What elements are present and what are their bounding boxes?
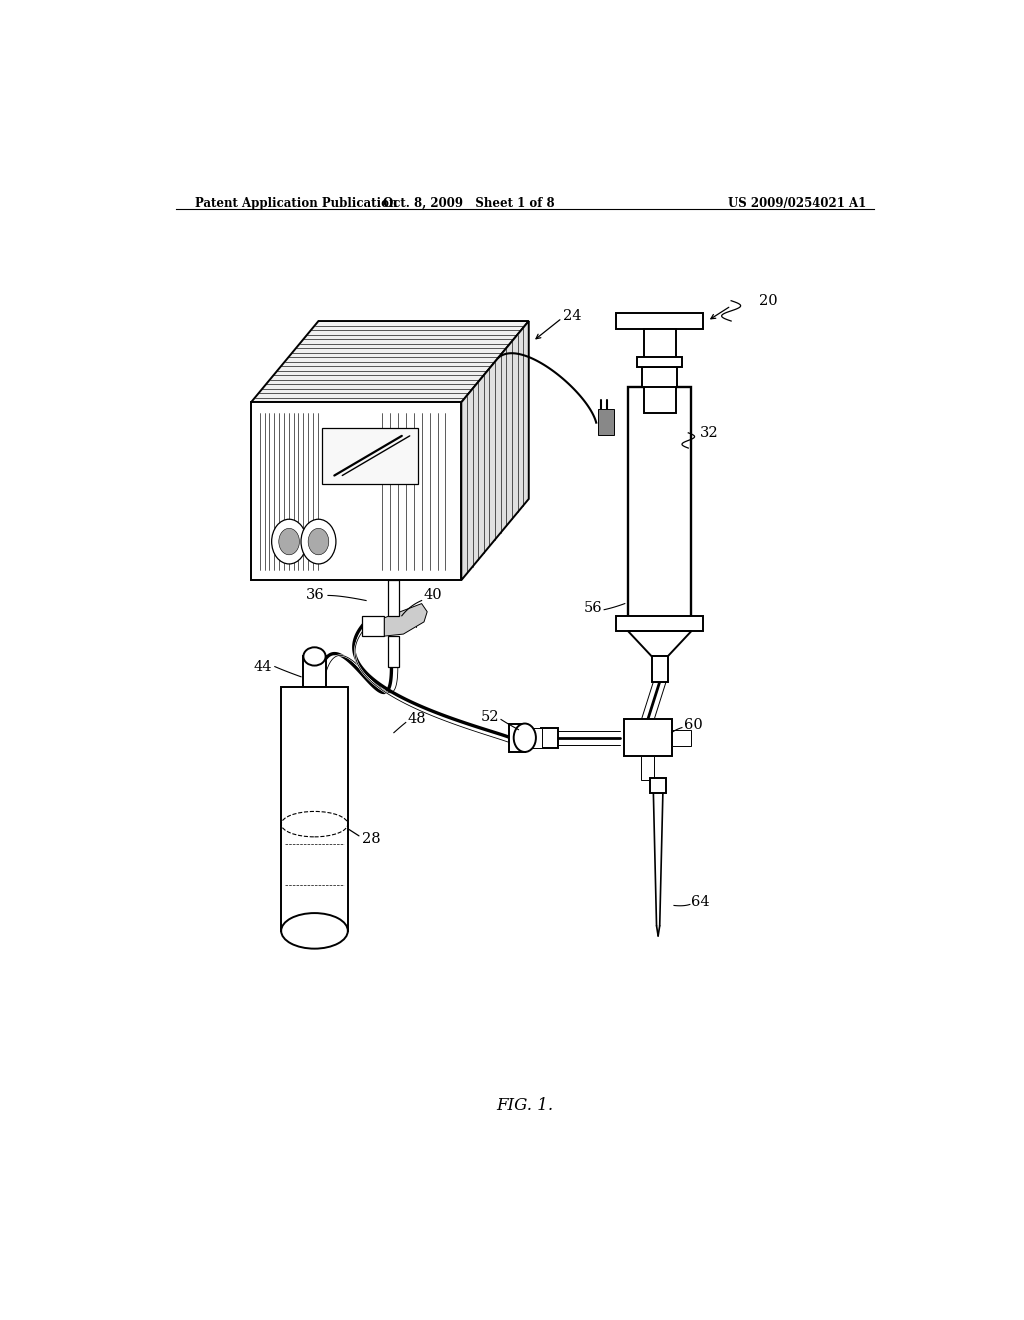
Bar [541, 727, 558, 748]
Bar [251, 403, 461, 581]
Text: 64: 64 [691, 895, 710, 909]
Polygon shape [462, 321, 528, 581]
Bar [624, 719, 672, 756]
Bar [650, 779, 666, 792]
Text: 56: 56 [584, 601, 602, 615]
Bar [644, 329, 676, 362]
Text: Oct. 8, 2009   Sheet 1 of 8: Oct. 8, 2009 Sheet 1 of 8 [383, 197, 555, 210]
Bar [303, 656, 326, 686]
Text: 36: 36 [306, 589, 325, 602]
Ellipse shape [282, 913, 348, 949]
Circle shape [301, 519, 336, 564]
Polygon shape [628, 631, 691, 656]
Ellipse shape [303, 647, 326, 665]
Bar [672, 730, 691, 746]
Bar [616, 615, 703, 631]
Bar [638, 356, 682, 367]
Bar [644, 362, 676, 412]
Text: 28: 28 [362, 833, 381, 846]
Bar [388, 636, 399, 667]
Bar [524, 727, 543, 748]
Bar [628, 387, 691, 620]
Text: 44: 44 [254, 660, 272, 673]
Text: 48: 48 [408, 713, 426, 726]
Polygon shape [384, 603, 427, 636]
Circle shape [271, 519, 306, 564]
Bar [509, 723, 524, 752]
Text: 24: 24 [563, 309, 582, 323]
Text: FIG. 1.: FIG. 1. [497, 1097, 553, 1114]
Bar [323, 428, 418, 483]
Bar [388, 581, 399, 615]
Text: 52: 52 [481, 710, 500, 725]
Bar [616, 313, 703, 329]
Text: Patent Application Publication: Patent Application Publication [196, 197, 398, 210]
Polygon shape [251, 321, 528, 403]
Bar [652, 656, 668, 682]
Bar [642, 367, 677, 387]
Circle shape [279, 528, 299, 554]
Text: 20: 20 [759, 293, 777, 308]
Bar [598, 409, 613, 434]
Circle shape [308, 528, 329, 554]
Bar [362, 615, 384, 636]
Bar [282, 686, 348, 931]
Text: 32: 32 [699, 426, 718, 440]
Text: US 2009/0254021 A1: US 2009/0254021 A1 [728, 197, 866, 210]
Text: 60: 60 [684, 718, 702, 731]
Circle shape [514, 723, 536, 752]
Text: 40: 40 [423, 589, 441, 602]
Bar [641, 756, 654, 780]
